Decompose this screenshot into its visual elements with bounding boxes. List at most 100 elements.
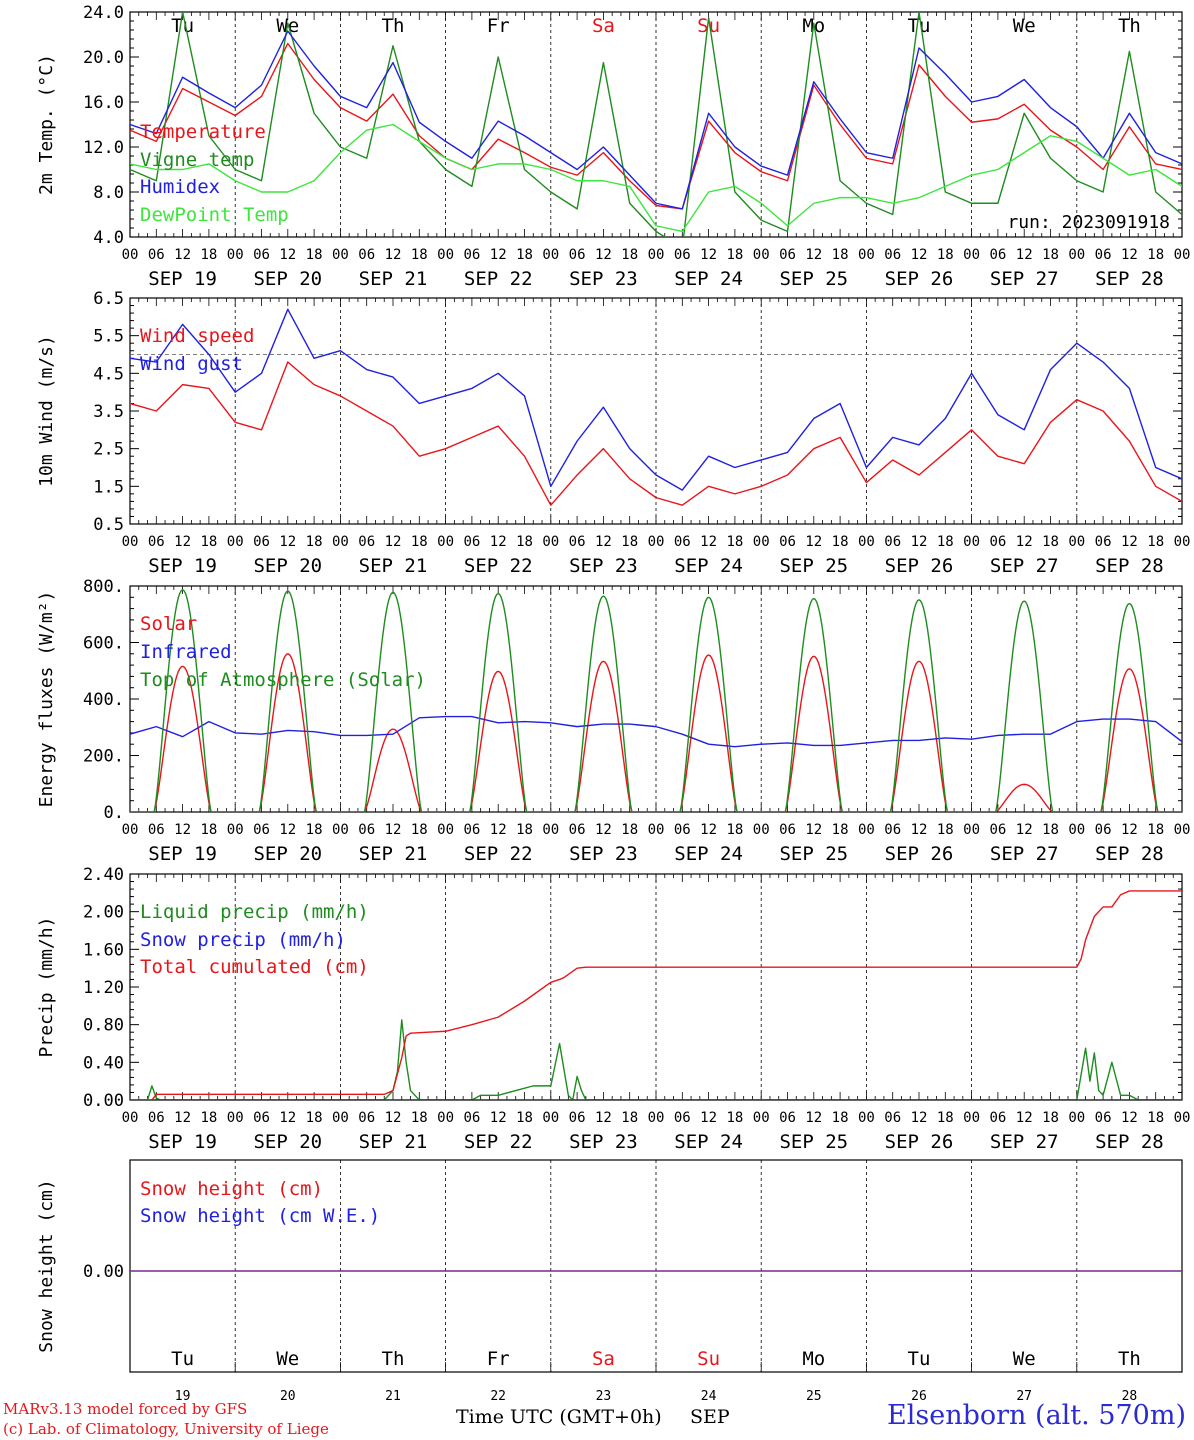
x-date-label: SEP 23 bbox=[569, 555, 638, 577]
x-hour-label: 06 bbox=[569, 534, 586, 550]
x-hour-label: 00 bbox=[753, 247, 770, 263]
x-date-label: SEP 20 bbox=[253, 843, 322, 865]
weekday-label: We bbox=[1013, 1348, 1036, 1370]
x-hour-label: 12 bbox=[1121, 1110, 1138, 1126]
y-tick-label: 4.0 bbox=[93, 228, 124, 248]
x-hour-label: 06 bbox=[884, 247, 901, 263]
x-hour-label: 18 bbox=[411, 822, 428, 838]
x-hour-label: 12 bbox=[1121, 534, 1138, 550]
x-hour-label: 06 bbox=[358, 822, 375, 838]
x-hour-label: 18 bbox=[832, 822, 849, 838]
x-hour-label: 06 bbox=[989, 822, 1006, 838]
x-hour-label: 12 bbox=[911, 1110, 928, 1126]
weekday-label: Fr bbox=[487, 1348, 510, 1370]
x-hour-label: 00 bbox=[1174, 247, 1191, 263]
legend-wind-gust: Wind gust bbox=[140, 353, 243, 375]
x-hour-label: 00 bbox=[542, 822, 559, 838]
x-date-label: SEP 27 bbox=[990, 843, 1059, 865]
x-hour-label: 06 bbox=[989, 247, 1006, 263]
x-date-label: SEP 19 bbox=[148, 1131, 217, 1153]
x-hour-label: 18 bbox=[621, 822, 638, 838]
x-date-label: SEP 26 bbox=[885, 843, 954, 865]
x-hour-label: 18 bbox=[937, 1110, 954, 1126]
x-hour-label: 12 bbox=[385, 534, 402, 550]
weekday-label: Tu bbox=[908, 1348, 931, 1370]
y-tick-label: 1.20 bbox=[83, 978, 124, 998]
y-tick-label: 12.0 bbox=[83, 138, 124, 158]
x-hour-label: 00 bbox=[227, 1110, 244, 1126]
x-date-label: SEP 21 bbox=[359, 843, 428, 865]
x-hour-label: 18 bbox=[1147, 1110, 1164, 1126]
weekday-label: Fr bbox=[487, 15, 510, 37]
x-date-label: SEP 26 bbox=[885, 268, 954, 290]
x-hour-label: 12 bbox=[385, 1110, 402, 1126]
x-axis-month: SEP bbox=[690, 1406, 730, 1428]
x-hour-label: 06 bbox=[674, 822, 691, 838]
weekday-label: Tu bbox=[171, 1348, 194, 1370]
y-tick-label: 16.0 bbox=[83, 93, 124, 113]
x-hour-label: 12 bbox=[490, 534, 507, 550]
panel-3: 0. 200. 400. 600. 800. Energy fluxes (W/m²) 00… bbox=[36, 577, 1190, 865]
x-hour-label: 00 bbox=[542, 1110, 559, 1126]
station-name: Elsenborn (alt. 570m) bbox=[887, 1400, 1186, 1431]
x-hour-label: 12 bbox=[174, 247, 191, 263]
day-number-label: 20 bbox=[280, 1389, 296, 1400]
x-hour-label: 00 bbox=[332, 1110, 349, 1126]
x-hour-label: 12 bbox=[385, 247, 402, 263]
x-hour-label: 06 bbox=[148, 534, 165, 550]
weekday-label: Th bbox=[1118, 15, 1141, 37]
x-hour-label: 00 bbox=[227, 534, 244, 550]
x-hour-label: 18 bbox=[726, 822, 743, 838]
x-hour-label: 18 bbox=[832, 247, 849, 263]
y-tick-label: 2.00 bbox=[83, 903, 124, 923]
legend-infrared: Infrared bbox=[140, 641, 232, 663]
legend-snow-height-cm-w-e: Snow height (cm W.E.) bbox=[140, 1205, 380, 1227]
x-hour-label: 00 bbox=[227, 822, 244, 838]
x-hour-label: 18 bbox=[937, 247, 954, 263]
plot-area bbox=[130, 589, 1182, 812]
y-tick-label: 5.5 bbox=[93, 327, 124, 347]
x-hour-label: 18 bbox=[306, 247, 323, 263]
x-date-label: SEP 27 bbox=[990, 555, 1059, 577]
x-hour-label: 00 bbox=[122, 1110, 139, 1126]
x-date-label: SEP 25 bbox=[779, 555, 848, 577]
panel-5: 0.00 Snow height (cm) Tu 19 We 20 Th 21 Fr 22 Sa 23… bbox=[36, 1159, 1183, 1400]
x-hour-label: 00 bbox=[332, 247, 349, 263]
x-hour-label: 18 bbox=[200, 247, 217, 263]
x-hour-label: 06 bbox=[148, 822, 165, 838]
x-hour-label: 06 bbox=[253, 822, 270, 838]
y-tick-label: 800. bbox=[83, 577, 124, 597]
x-hour-label: 06 bbox=[884, 1110, 901, 1126]
legend-vigne-temp: Vigne temp bbox=[140, 149, 254, 171]
y-tick-label: 8.0 bbox=[93, 183, 124, 203]
x-hour-label: 18 bbox=[306, 822, 323, 838]
x-hour-label: 06 bbox=[463, 1110, 480, 1126]
x-hour-label: 06 bbox=[1095, 247, 1112, 263]
infrared-line bbox=[130, 715, 1182, 748]
wind-speed-line bbox=[130, 361, 1182, 506]
x-hour-label: 18 bbox=[1042, 247, 1059, 263]
x-hour-label: 06 bbox=[884, 534, 901, 550]
legend-top-of-atmosphere-solar: Top of Atmosphere (Solar) bbox=[140, 669, 426, 691]
x-date-label: SEP 23 bbox=[569, 1131, 638, 1153]
x-hour-label: 12 bbox=[805, 822, 822, 838]
x-hour-label: 06 bbox=[358, 247, 375, 263]
x-date-label: SEP 24 bbox=[674, 1131, 743, 1153]
x-hour-label: 00 bbox=[1174, 1110, 1191, 1126]
y-tick-label: 0.00 bbox=[83, 1091, 124, 1111]
run-annotation: run: 2023091918 bbox=[1007, 212, 1170, 233]
x-hour-label: 18 bbox=[200, 534, 217, 550]
x-hour-label: 18 bbox=[1147, 534, 1164, 550]
weekday-label: Su bbox=[697, 15, 720, 37]
x-hour-label: 00 bbox=[753, 822, 770, 838]
x-date-label: SEP 22 bbox=[464, 1131, 533, 1153]
x-hour-label: 18 bbox=[1042, 1110, 1059, 1126]
x-hour-label: 00 bbox=[753, 534, 770, 550]
x-hour-label: 18 bbox=[1042, 822, 1059, 838]
x-hour-label: 06 bbox=[569, 247, 586, 263]
x-hour-label: 12 bbox=[279, 1110, 296, 1126]
x-date-label: SEP 24 bbox=[674, 843, 743, 865]
model-credit-line2: (c) Lab. of Climatology, University of L… bbox=[3, 1420, 329, 1438]
legend-snow-height-cm: Snow height (cm) bbox=[140, 1178, 323, 1200]
x-hour-label: 00 bbox=[437, 534, 454, 550]
